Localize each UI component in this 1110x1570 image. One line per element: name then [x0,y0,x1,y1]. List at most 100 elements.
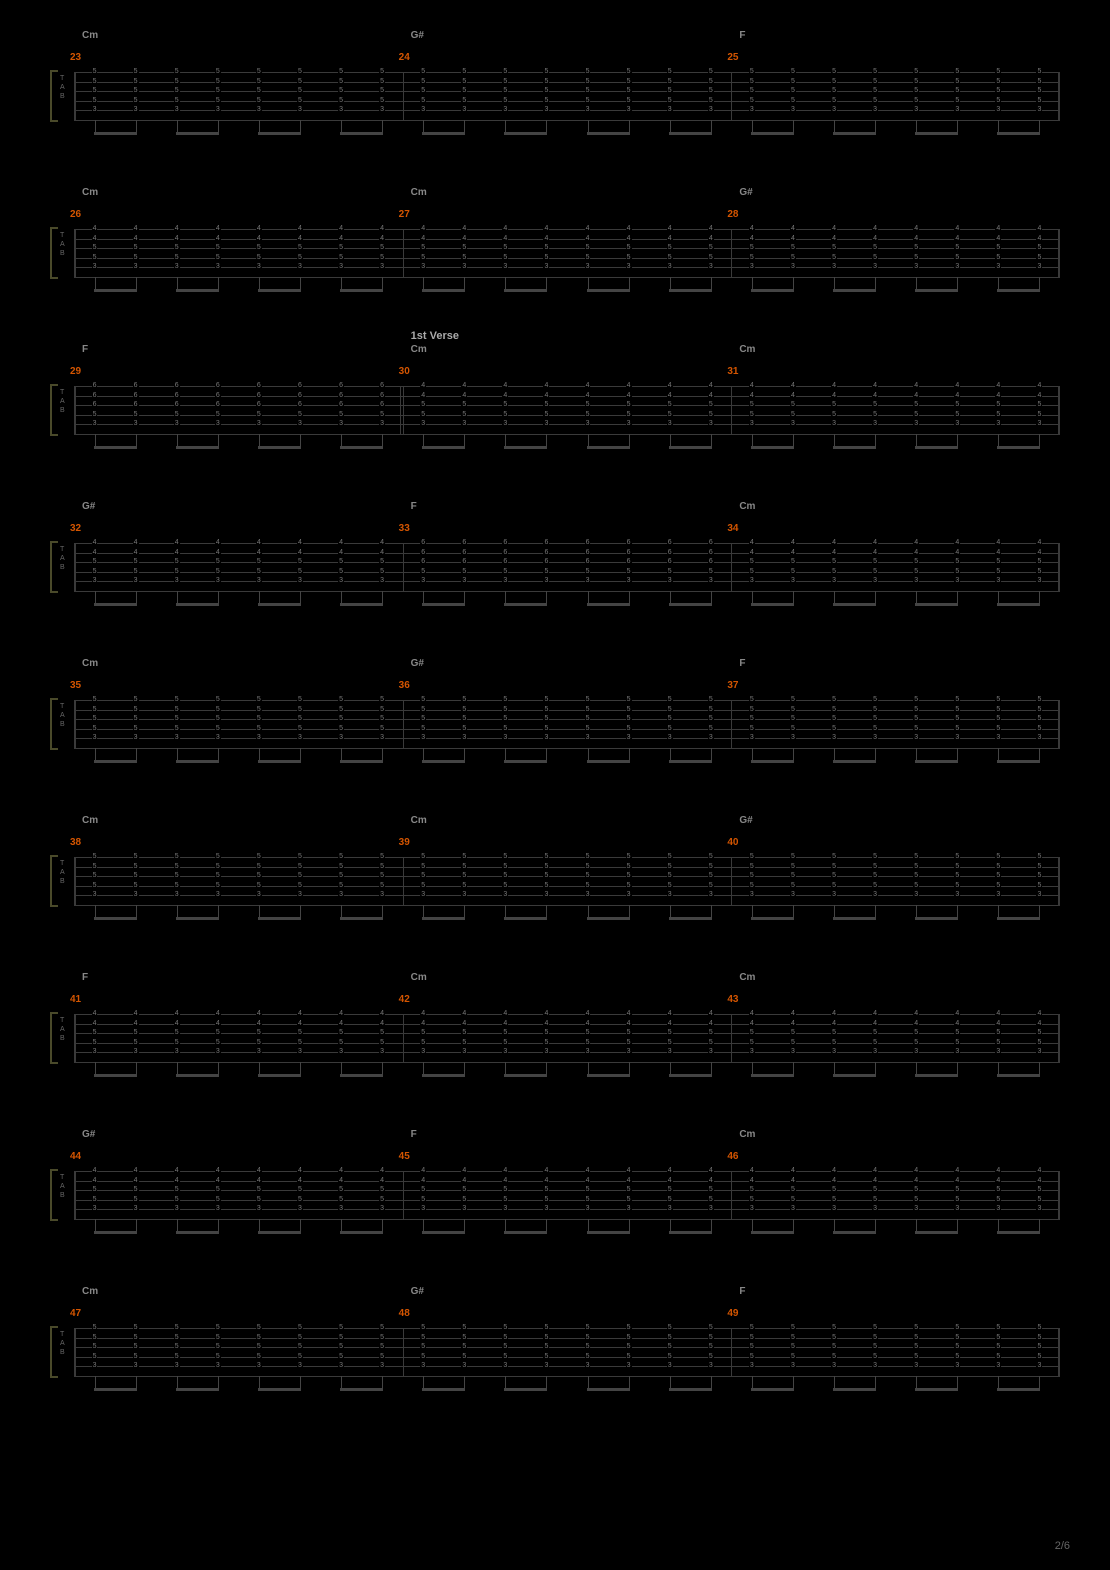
note-column: 55553 [789,1328,797,1376]
fret-number: 4 [256,225,262,233]
fret-number: 5 [626,411,632,419]
fret-number: 4 [338,1020,344,1028]
fret-number: 6 [544,549,550,557]
note-column: 44553 [666,1014,674,1062]
fret-number: 3 [256,891,262,899]
tab-staff: 4455344553445534455344553445534455344553… [74,543,1060,591]
fret-number: 5 [749,1324,755,1332]
fret-number: 3 [585,891,591,899]
note-column: 55553 [419,72,427,120]
fret-number: 5 [215,1324,221,1332]
fret-number: 3 [256,106,262,114]
beam [751,603,794,606]
fret-number: 4 [872,235,878,243]
fret-number: 5 [626,882,632,890]
fret-number: 5 [995,68,1001,76]
beam [833,1388,876,1391]
fret-number: 5 [133,78,139,86]
fret-number: 5 [667,1334,673,1342]
fret-number: 3 [626,263,632,271]
note-column: 55553 [378,72,386,120]
fret-number: 5 [995,706,1001,714]
note-column: 55553 [830,857,838,905]
note-column: 44553 [830,1014,838,1062]
fret-number: 5 [256,1324,262,1332]
fret-number: 5 [790,853,796,861]
measure-number: 31 [727,366,738,377]
beam [94,446,137,449]
beam [751,132,794,135]
fret-number: 5 [913,1353,919,1361]
fret-number: 3 [297,577,303,585]
fret-number: 4 [502,225,508,233]
fret-number: 5 [133,558,139,566]
measure-number: 32 [70,523,81,534]
tab-clef-label: TAB [60,74,65,101]
fret-number: 4 [215,1177,221,1185]
system-bracket [50,70,58,122]
fret-number: 3 [379,263,385,271]
fret-number: 5 [379,1334,385,1342]
fret-number: 5 [297,244,303,252]
beam [258,446,301,449]
fret-number: 3 [708,1048,714,1056]
fret-number: 4 [544,225,550,233]
fret-number: 5 [256,853,262,861]
fret-number: 4 [92,1020,98,1028]
fret-number: 3 [338,577,344,585]
fret-number: 4 [626,225,632,233]
fret-number: 3 [544,577,550,585]
fret-number: 3 [338,1205,344,1213]
fret-number: 5 [585,872,591,880]
fret-number: 5 [461,1343,467,1351]
fret-number: 5 [872,411,878,419]
tab-clef-label: TAB [60,231,65,258]
note-column: 55553 [666,1328,674,1376]
tab-system: G#FCm323334TAB44553445534455344553445534… [30,501,1080,616]
fret-number: 4 [913,382,919,390]
fret-number: 5 [420,882,426,890]
fret-number: 5 [502,68,508,76]
fret-number: 5 [954,1039,960,1047]
fret-number: 5 [708,863,714,871]
beam [504,1388,547,1391]
fret-number: 5 [790,1186,796,1194]
fret-number: 6 [502,558,508,566]
fret-number: 5 [215,696,221,704]
fret-number: 5 [790,1196,796,1204]
fret-number: 5 [954,853,960,861]
note-column: 55553 [255,857,263,905]
note-column: 55553 [296,1328,304,1376]
fret-number: 3 [913,577,919,585]
note-column: 44553 [584,229,592,277]
fret-number: 5 [502,1029,508,1037]
fret-number: 4 [1037,1010,1043,1018]
fret-number: 5 [338,411,344,419]
tab-clef-label: TAB [60,388,65,415]
fret-number: 4 [749,392,755,400]
fret-number: 5 [297,97,303,105]
fret-number: 5 [544,863,550,871]
chord-label: Cm [739,972,755,983]
note-column: 44553 [994,1171,1002,1219]
fret-number: 5 [461,706,467,714]
fret-number: 4 [626,382,632,390]
beam [176,1074,219,1077]
note-column: 55553 [337,700,345,748]
fret-number: 5 [338,872,344,880]
fret-number: 4 [872,549,878,557]
fret-number: 6 [502,539,508,547]
fret-number: 5 [215,558,221,566]
fret-number: 5 [256,882,262,890]
fret-number: 5 [626,68,632,76]
note-column: 44553 [296,1171,304,1219]
fret-number: 5 [626,1186,632,1194]
fret-number: 5 [297,68,303,76]
fret-number: 5 [420,1334,426,1342]
note-column: 44553 [255,229,263,277]
beam [997,917,1040,920]
fret-number: 5 [790,254,796,262]
fret-number: 5 [995,696,1001,704]
fret-number: 4 [585,1167,591,1175]
fret-number: 4 [708,1020,714,1028]
